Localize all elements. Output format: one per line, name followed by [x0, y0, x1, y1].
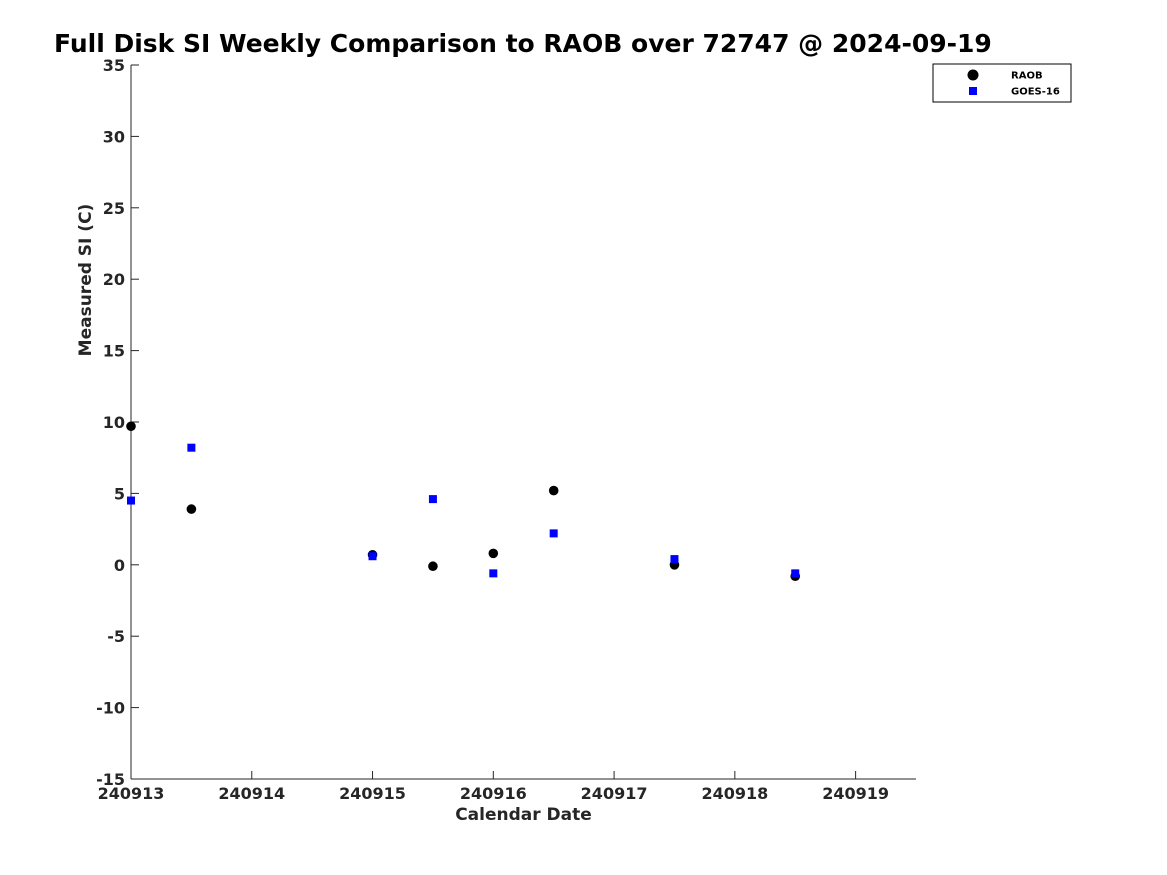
y-tick-label: -15 [96, 770, 125, 789]
goes-16-point [428, 495, 437, 504]
y-tick-label: 5 [114, 484, 125, 503]
y-tick-label: -5 [107, 627, 125, 646]
legend-box [932, 63, 1072, 103]
x-tick-label: 240919 [822, 784, 889, 803]
raob-point [488, 548, 499, 559]
x-tick-label: 240913 [98, 784, 165, 803]
legend-goes-16-marker [969, 87, 977, 95]
raob-point [428, 561, 438, 572]
legend: RAOB GOES-16 [932, 63, 1072, 103]
y-tick-label: 20 [103, 270, 125, 289]
raob-point [186, 504, 197, 514]
legend-raob-label: RAOB [1011, 71, 1043, 82]
goes-16-point [368, 552, 377, 561]
x-axis-label: Calendar Date [455, 805, 592, 825]
x-tick-label: 240916 [460, 784, 527, 803]
x-tick-label: 240918 [701, 784, 768, 803]
goes-16-point [187, 443, 196, 452]
y-tick-label: 0 [114, 556, 125, 575]
plot-axes [130, 65, 916, 780]
y-tick-label: 30 [103, 127, 125, 146]
y-tick-label: 25 [103, 199, 125, 218]
x-tick-label: 240915 [339, 784, 406, 803]
goes-16-point [489, 569, 498, 578]
data-markers [126, 421, 801, 582]
y-axis-ticks: -15 -10 -5 0 5 10 15 20 25 30 35 [96, 56, 139, 789]
legend-goes-16-label: GOES-16 [1011, 87, 1060, 98]
goes-16-point [791, 569, 800, 578]
legend-raob-marker [967, 69, 979, 81]
x-tick-label: 240917 [581, 784, 648, 803]
raob-point [126, 421, 136, 432]
goes-16-point [127, 496, 135, 505]
y-tick-label: 10 [103, 413, 125, 432]
goes-16-point [670, 555, 679, 564]
x-tick-label: 240914 [218, 784, 285, 803]
y-tick-label: 15 [103, 342, 125, 361]
y-axis-label: Measured SI (C) [76, 204, 96, 357]
y-tick-label: 35 [103, 56, 125, 75]
x-axis-ticks: 240913 240914 240915 240916 240917 240918 2409… [98, 771, 889, 803]
raob-point [548, 485, 559, 496]
chart-title: Full Disk SI Weekly Comparison to RAOB o… [54, 29, 992, 58]
y-tick-label: -10 [96, 699, 125, 718]
goes-16-point [549, 529, 558, 538]
